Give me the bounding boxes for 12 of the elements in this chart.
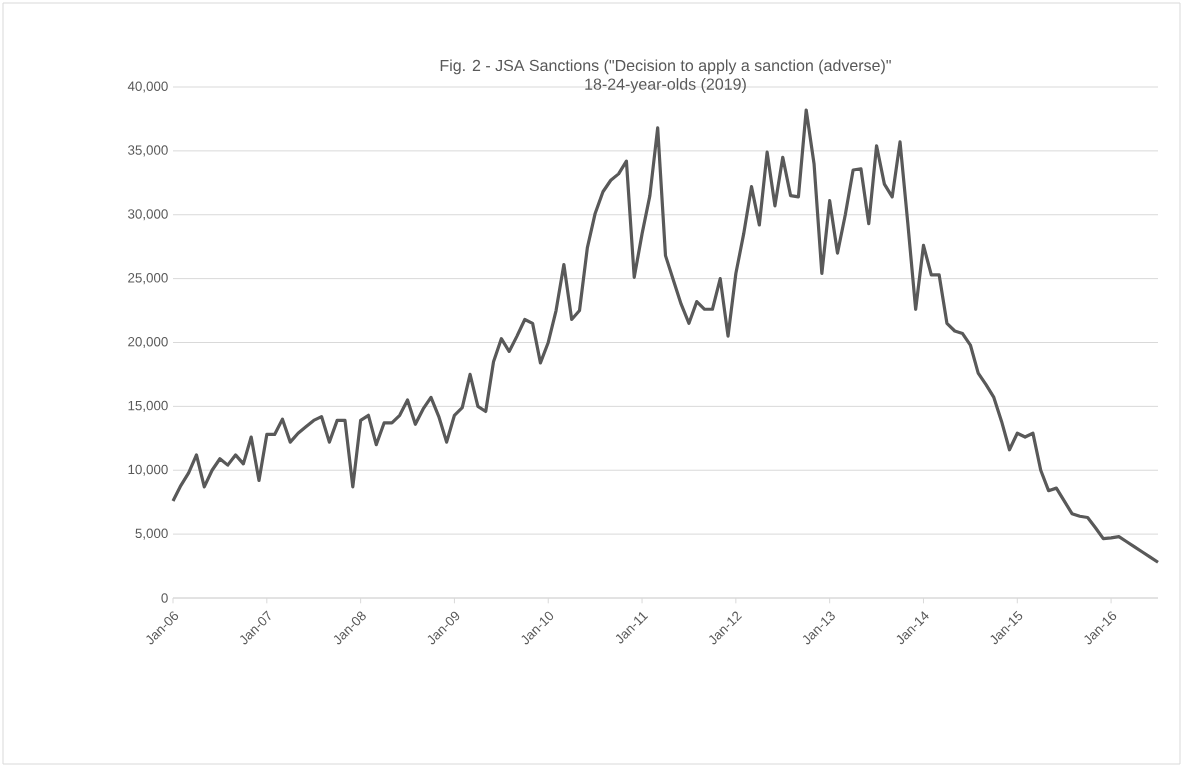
y-tick-label: 25,000 xyxy=(128,273,168,285)
y-tick-label: 30,000 xyxy=(128,209,168,221)
chart-title: Fig. 2 - JSA Sanctions ("Decision to apply a sanction (adverse)" xyxy=(440,59,891,75)
y-tick-label: 10,000 xyxy=(128,464,168,476)
y-tick-label: 5,000 xyxy=(135,528,168,540)
line-series xyxy=(171,108,1160,564)
y-tick-label: 0 xyxy=(161,593,168,603)
chart-subtitle: 18-24-year-olds (2019) xyxy=(585,78,746,93)
y-tick-label: 15,000 xyxy=(128,400,168,412)
y-tick-label: 40,000 xyxy=(127,81,168,93)
y-tick-label: 20,000 xyxy=(128,336,168,349)
y-tick-label: 35,000 xyxy=(128,145,168,157)
